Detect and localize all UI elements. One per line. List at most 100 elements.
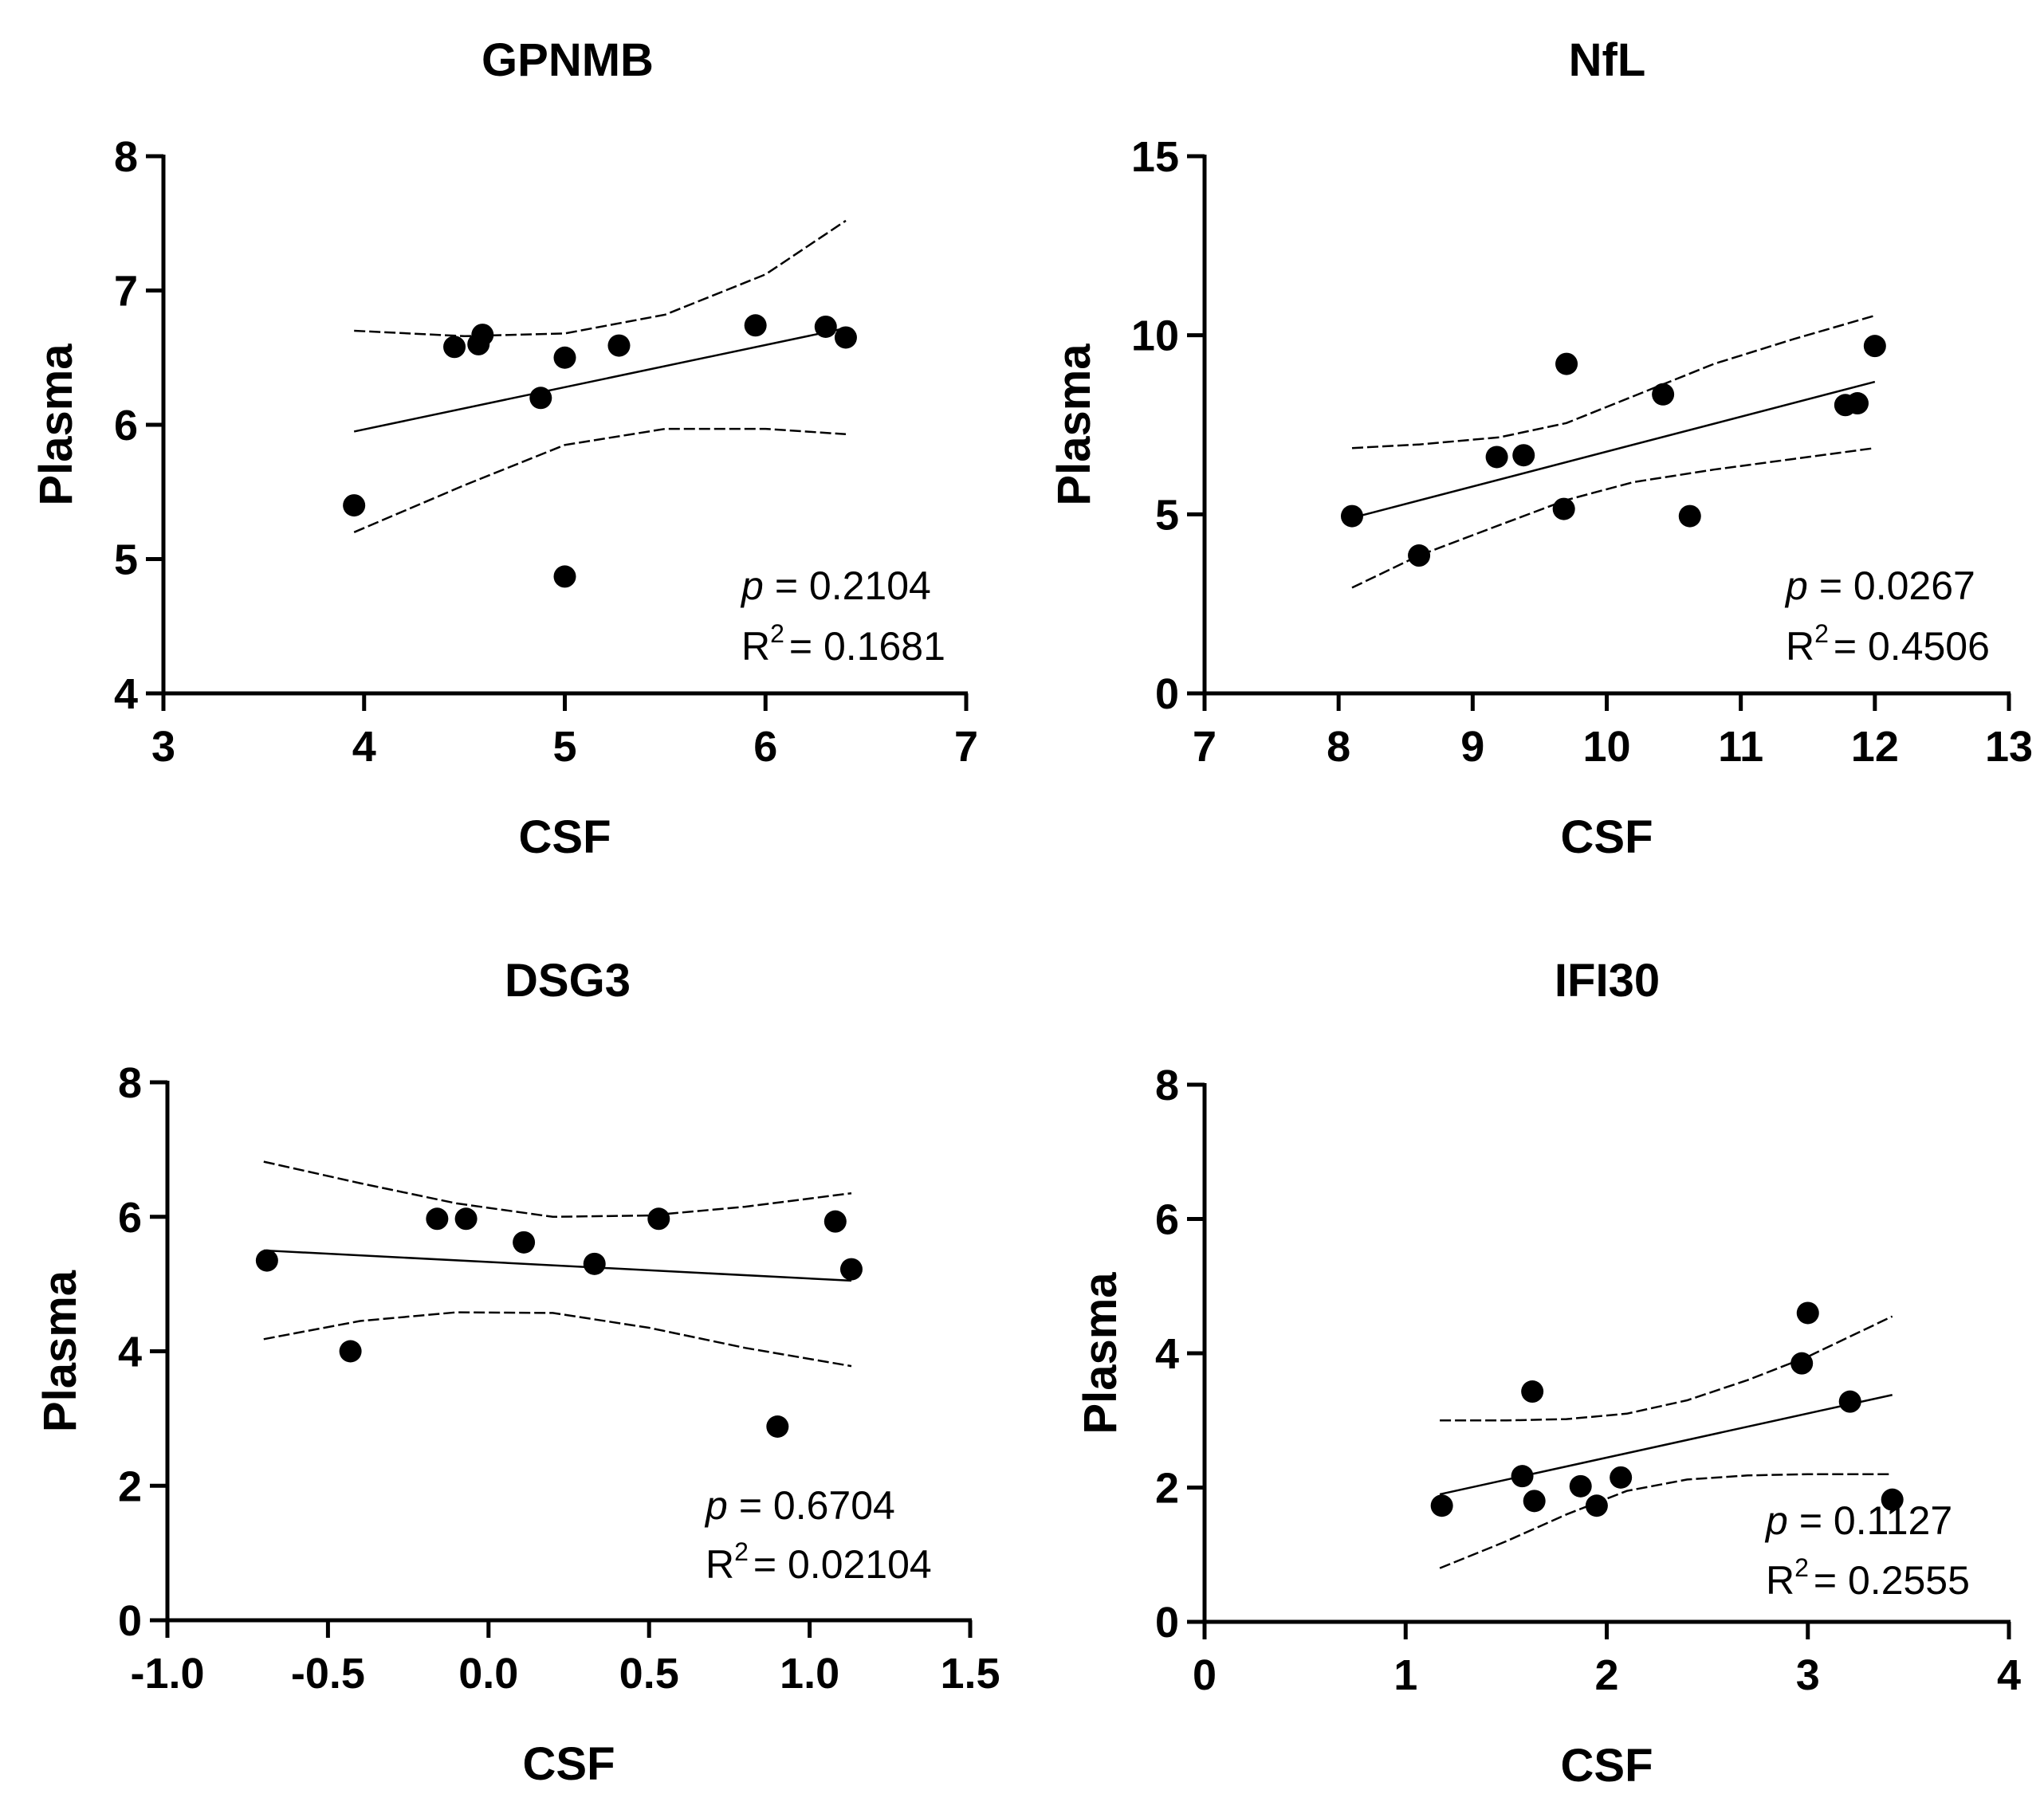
r2-value: = 0.4506: [1834, 624, 1990, 669]
data-point: [1521, 1380, 1544, 1403]
data-point: [426, 1207, 449, 1231]
p-value: = 0.6704: [739, 1483, 895, 1528]
data-point: [1585, 1494, 1608, 1517]
y-tick-label: 5: [1155, 491, 1179, 539]
x-tick-label: 10: [1582, 723, 1630, 771]
regression-line: [1439, 1394, 1893, 1496]
data-point: [1511, 1465, 1534, 1488]
data-point: [1340, 504, 1363, 528]
ci-lower-band: [263, 1311, 852, 1368]
x-axis-label: CSF: [1561, 1740, 1653, 1792]
regression-line: [353, 327, 847, 433]
data-point: [1569, 1474, 1592, 1498]
data-point: [1845, 392, 1869, 415]
x-tick-label: 3: [1796, 1651, 1820, 1699]
r-squared-annotation: R2 = 0.1681: [741, 619, 945, 669]
r2-superscript: 2: [1814, 619, 1829, 648]
data-point: [1555, 352, 1578, 375]
data-point: [1512, 444, 1535, 467]
data-point: [1408, 544, 1431, 567]
r2-prefix: R: [1786, 624, 1814, 669]
ci-lower-band: [1439, 1473, 1893, 1569]
x-tick-label: 8: [1327, 723, 1350, 771]
x-tick-label: 4: [1997, 1651, 2021, 1699]
r2-prefix: R: [741, 624, 770, 669]
x-tick-label: 7: [1193, 723, 1217, 771]
data-point: [647, 1207, 670, 1231]
x-tick-label: 6: [753, 723, 777, 771]
data-point: [471, 324, 494, 347]
panel-title: NfL: [1569, 34, 1646, 86]
r2-value: = 0.2555: [1814, 1558, 1970, 1603]
data-point: [814, 315, 837, 338]
data-point: [1863, 335, 1886, 358]
regression-line: [1351, 380, 1876, 520]
x-tick-label: 2: [1594, 1651, 1618, 1699]
y-tick-label: 2: [118, 1462, 142, 1510]
data-point: [339, 1340, 362, 1363]
p-value: = 0.2104: [775, 563, 931, 608]
data-point: [834, 326, 857, 349]
panel-title: IFI30: [1555, 955, 1660, 1007]
x-axis-label: CSF: [1561, 811, 1653, 863]
data-point: [553, 346, 576, 369]
r-squared-annotation: R2 = 0.4506: [1786, 619, 1990, 669]
x-tick-label: 4: [352, 723, 376, 771]
data-point: [1790, 1352, 1814, 1375]
p-symbol: p: [1764, 1498, 1788, 1543]
ci-lower-band: [353, 427, 847, 533]
data-point: [255, 1249, 278, 1272]
y-tick-label: 5: [114, 536, 138, 584]
r2-superscript: 2: [734, 1537, 749, 1566]
data-point: [766, 1415, 789, 1438]
r2-superscript: 2: [1794, 1553, 1809, 1582]
x-tick-label: 9: [1460, 723, 1484, 771]
data-point: [443, 336, 466, 359]
data-point: [583, 1252, 606, 1275]
data-point: [1552, 497, 1575, 520]
y-axis-label: Plasma: [34, 1270, 86, 1432]
y-axis-label: Plasma: [30, 343, 82, 506]
p-value: = 0.1127: [1799, 1498, 1952, 1543]
ci-upper-band: [1440, 1315, 1893, 1422]
x-tick-label: 1.0: [780, 1650, 839, 1698]
y-tick-label: 8: [118, 1059, 142, 1107]
data-point: [1838, 1390, 1861, 1413]
x-tick-label: -1.0: [130, 1650, 204, 1698]
x-axis-label: CSF: [523, 1738, 615, 1790]
y-tick-label: 10: [1131, 312, 1179, 360]
data-point: [1652, 383, 1675, 406]
y-tick-label: 4: [118, 1329, 142, 1376]
ci-upper-band: [1351, 314, 1876, 449]
data-point: [1881, 1488, 1904, 1511]
data-point: [607, 334, 631, 357]
y-tick-label: 7: [114, 268, 138, 316]
r2-prefix: R: [1766, 1558, 1794, 1603]
ci-upper-band: [354, 219, 847, 338]
y-tick-label: 4: [114, 670, 138, 718]
r2-value: = 0.02104: [753, 1542, 932, 1587]
p-value-annotation: p = 0.1127: [1764, 1498, 1952, 1543]
y-tick-label: 4: [1155, 1330, 1179, 1378]
data-point: [823, 1210, 847, 1233]
p-value-annotation: p = 0.2104: [740, 563, 931, 608]
x-tick-label: 1.5: [940, 1650, 1000, 1698]
data-point: [454, 1207, 478, 1231]
y-axis-label: Plasma: [1048, 343, 1100, 506]
x-tick-label: 5: [552, 723, 576, 771]
x-tick-label: -0.5: [291, 1650, 365, 1698]
y-axis-label: Plasma: [1075, 1272, 1126, 1435]
p-symbol: p: [704, 1483, 728, 1528]
ci-lower-band: [1351, 446, 1875, 589]
data-point: [839, 1258, 863, 1281]
y-tick-label: 6: [114, 402, 138, 449]
data-point: [553, 565, 576, 588]
p-symbol: p: [740, 563, 764, 608]
panel-title: DSG3: [505, 955, 631, 1007]
x-tick-label: 0.5: [619, 1650, 679, 1698]
x-tick-label: 1: [1393, 1651, 1417, 1699]
